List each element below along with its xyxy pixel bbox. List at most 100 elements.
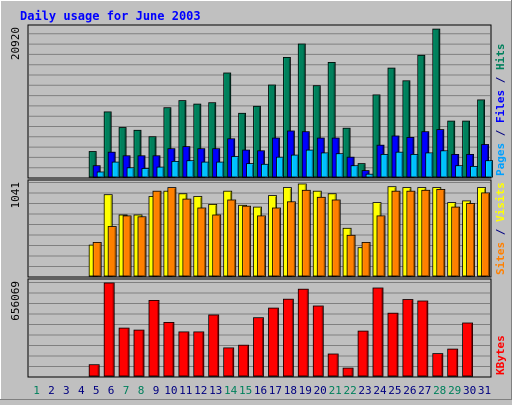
bar-hits-day-22 (342, 127, 351, 178)
bar-pages-day-27 (425, 152, 434, 178)
bar-sites-day-31 (481, 192, 491, 277)
bar-pages-day-24 (380, 153, 389, 178)
bar-pages-day-17 (276, 156, 284, 178)
bar-kbytes-day-14 (223, 347, 235, 377)
bar-hits-day-7 (118, 127, 127, 178)
bar-hits-day-11 (178, 100, 187, 178)
bar-pages-day-16 (261, 163, 269, 178)
bar-kbytes-day-20 (312, 305, 324, 377)
x-tick-day-23: 23 (358, 384, 371, 397)
bar-pages-day-21 (335, 153, 344, 178)
bar-hits-day-25 (387, 67, 396, 178)
bar-kbytes-day-18 (282, 298, 294, 377)
bar-sites-day-21 (331, 199, 341, 277)
panel-max-label: 1041 (9, 182, 22, 209)
bar-pages-day-15 (246, 163, 255, 178)
bar-sites-day-30 (466, 203, 476, 277)
legend-part: Sites (494, 242, 507, 275)
bar-pages-day-29 (455, 165, 464, 178)
legend-part: Pages (494, 143, 507, 176)
bar-kbytes-day-28 (432, 353, 444, 377)
bar-hits-day-5 (88, 151, 97, 178)
bar-hits-day-27 (417, 54, 426, 178)
bar-kbytes-day-17 (268, 307, 279, 377)
bar-sites-day-6 (107, 226, 117, 277)
x-tick-day-29: 29 (448, 384, 461, 397)
x-tick-day-10: 10 (164, 384, 177, 397)
series-kbytes (88, 282, 474, 377)
bar-kbytes-day-23 (357, 330, 369, 377)
panel-max-label: 656069 (9, 281, 22, 321)
bar-sites-day-13 (212, 214, 222, 277)
bar-sites-day-20 (316, 196, 326, 277)
x-tick-day-15: 15 (239, 384, 252, 397)
bar-sites-day-10 (167, 187, 177, 277)
bar-kbytes-day-5 (88, 364, 100, 377)
bar-kbytes-day-11 (178, 331, 190, 377)
x-tick-day-19: 19 (299, 384, 312, 397)
x-tick-day-13: 13 (209, 384, 222, 397)
series-pages (96, 149, 494, 178)
legend-part: / (494, 222, 507, 242)
bar-kbytes-day-25 (387, 312, 399, 377)
bar-pages-day-11 (186, 160, 195, 178)
bar-kbytes-day-27 (417, 300, 429, 377)
bar-sites-day-19 (301, 189, 311, 277)
bar-files-day-18 (286, 130, 295, 178)
bar-kbytes-day-30 (462, 322, 474, 377)
bar-pages-day-26 (410, 153, 419, 178)
bar-hits-day-6 (103, 111, 112, 178)
bar-sites-day-24 (376, 215, 386, 277)
bar-kbytes-day-15 (238, 344, 250, 377)
bar-hits-day-30 (462, 120, 471, 178)
series-hits (88, 28, 486, 178)
bar-files-day-30 (466, 153, 475, 178)
bar-sites-day-27 (421, 189, 431, 277)
bar-files-day-5 (92, 165, 101, 178)
chart-title: Daily usage for June 2003 (20, 9, 201, 23)
panel-series-legend: Pages / Files / Hits (494, 44, 507, 177)
x-tick-day-4: 4 (78, 384, 85, 397)
x-tick-day-14: 14 (224, 384, 238, 397)
x-tick-day-18: 18 (284, 384, 297, 397)
bar-sites-day-18 (286, 201, 296, 277)
series-sites (92, 187, 491, 277)
x-tick-day-8: 8 (138, 384, 145, 397)
legend-part: Files (494, 90, 507, 123)
bar-pages-day-12 (201, 161, 210, 178)
x-tick-day-5: 5 (93, 384, 100, 397)
x-tick-day-9: 9 (153, 384, 160, 397)
x-tick-day-2: 2 (48, 384, 55, 397)
x-tick-day-30: 30 (463, 384, 476, 397)
bar-pages-day-19 (305, 149, 314, 178)
panel-hits-files-pages: 20920 Pages / Files / Hits (9, 24, 507, 179)
series-files (92, 129, 490, 178)
x-tick-day-20: 20 (314, 384, 327, 397)
bar-sites-day-5 (92, 241, 102, 277)
bar-kbytes-day-24 (372, 287, 384, 377)
bar-kbytes-day-22 (342, 367, 354, 377)
bar-pages-day-23 (365, 173, 374, 178)
x-tick-day-7: 7 (123, 384, 130, 397)
bar-pages-day-25 (395, 151, 404, 178)
bar-kbytes-day-29 (447, 348, 459, 377)
bar-pages-day-20 (320, 152, 329, 178)
bar-hits-day-14 (223, 72, 232, 178)
x-tick-day-31: 31 (478, 384, 491, 397)
bar-hits-day-28 (432, 28, 441, 178)
bar-kbytes-day-6 (103, 282, 115, 377)
bar-pages-day-22 (350, 165, 359, 178)
x-tick-day-27: 27 (418, 384, 431, 397)
x-tick-day-25: 25 (388, 384, 401, 397)
bar-files-day-8 (137, 155, 146, 178)
bar-files-day-7 (122, 155, 131, 178)
bar-sites-day-23 (361, 241, 371, 277)
legend-part: Hits (494, 44, 507, 71)
bar-hits-day-19 (297, 43, 306, 178)
x-tick-day-22: 22 (343, 384, 356, 397)
x-tick-day-17: 17 (269, 384, 282, 397)
bar-hits-day-26 (402, 80, 411, 178)
bar-sites-day-22 (346, 234, 356, 277)
bar-hits-day-29 (447, 120, 456, 178)
bar-pages-day-18 (290, 154, 299, 178)
